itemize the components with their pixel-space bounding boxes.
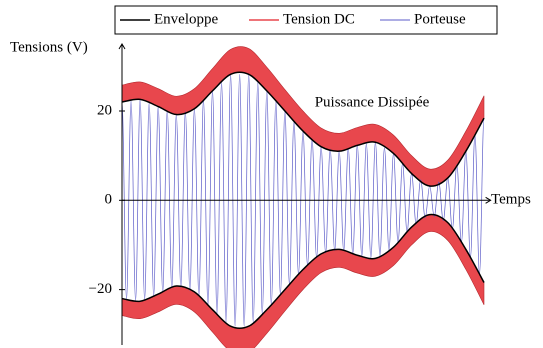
y-tick-label: 0	[105, 192, 113, 208]
y-tick-label: −20	[89, 281, 112, 297]
y-tick-label: 20	[97, 102, 112, 118]
envelope-line	[121, 213, 485, 330]
legend-label: Tension DC	[283, 11, 355, 27]
envelope-line	[121, 71, 485, 187]
dc-band	[121, 46, 485, 187]
x-axis-label: Temps	[491, 192, 531, 208]
dc-band	[121, 214, 485, 348]
plot-area	[121, 46, 485, 348]
annotation: Puissance Dissipée	[315, 94, 430, 110]
y-axis-label: Tensions (V)	[10, 39, 88, 55]
legend-label: Enveloppe	[154, 11, 218, 27]
legend: Enveloppe Tension DC Porteuse	[114, 5, 498, 35]
legend-label: Porteuse	[414, 11, 466, 27]
legend-box	[114, 5, 498, 35]
